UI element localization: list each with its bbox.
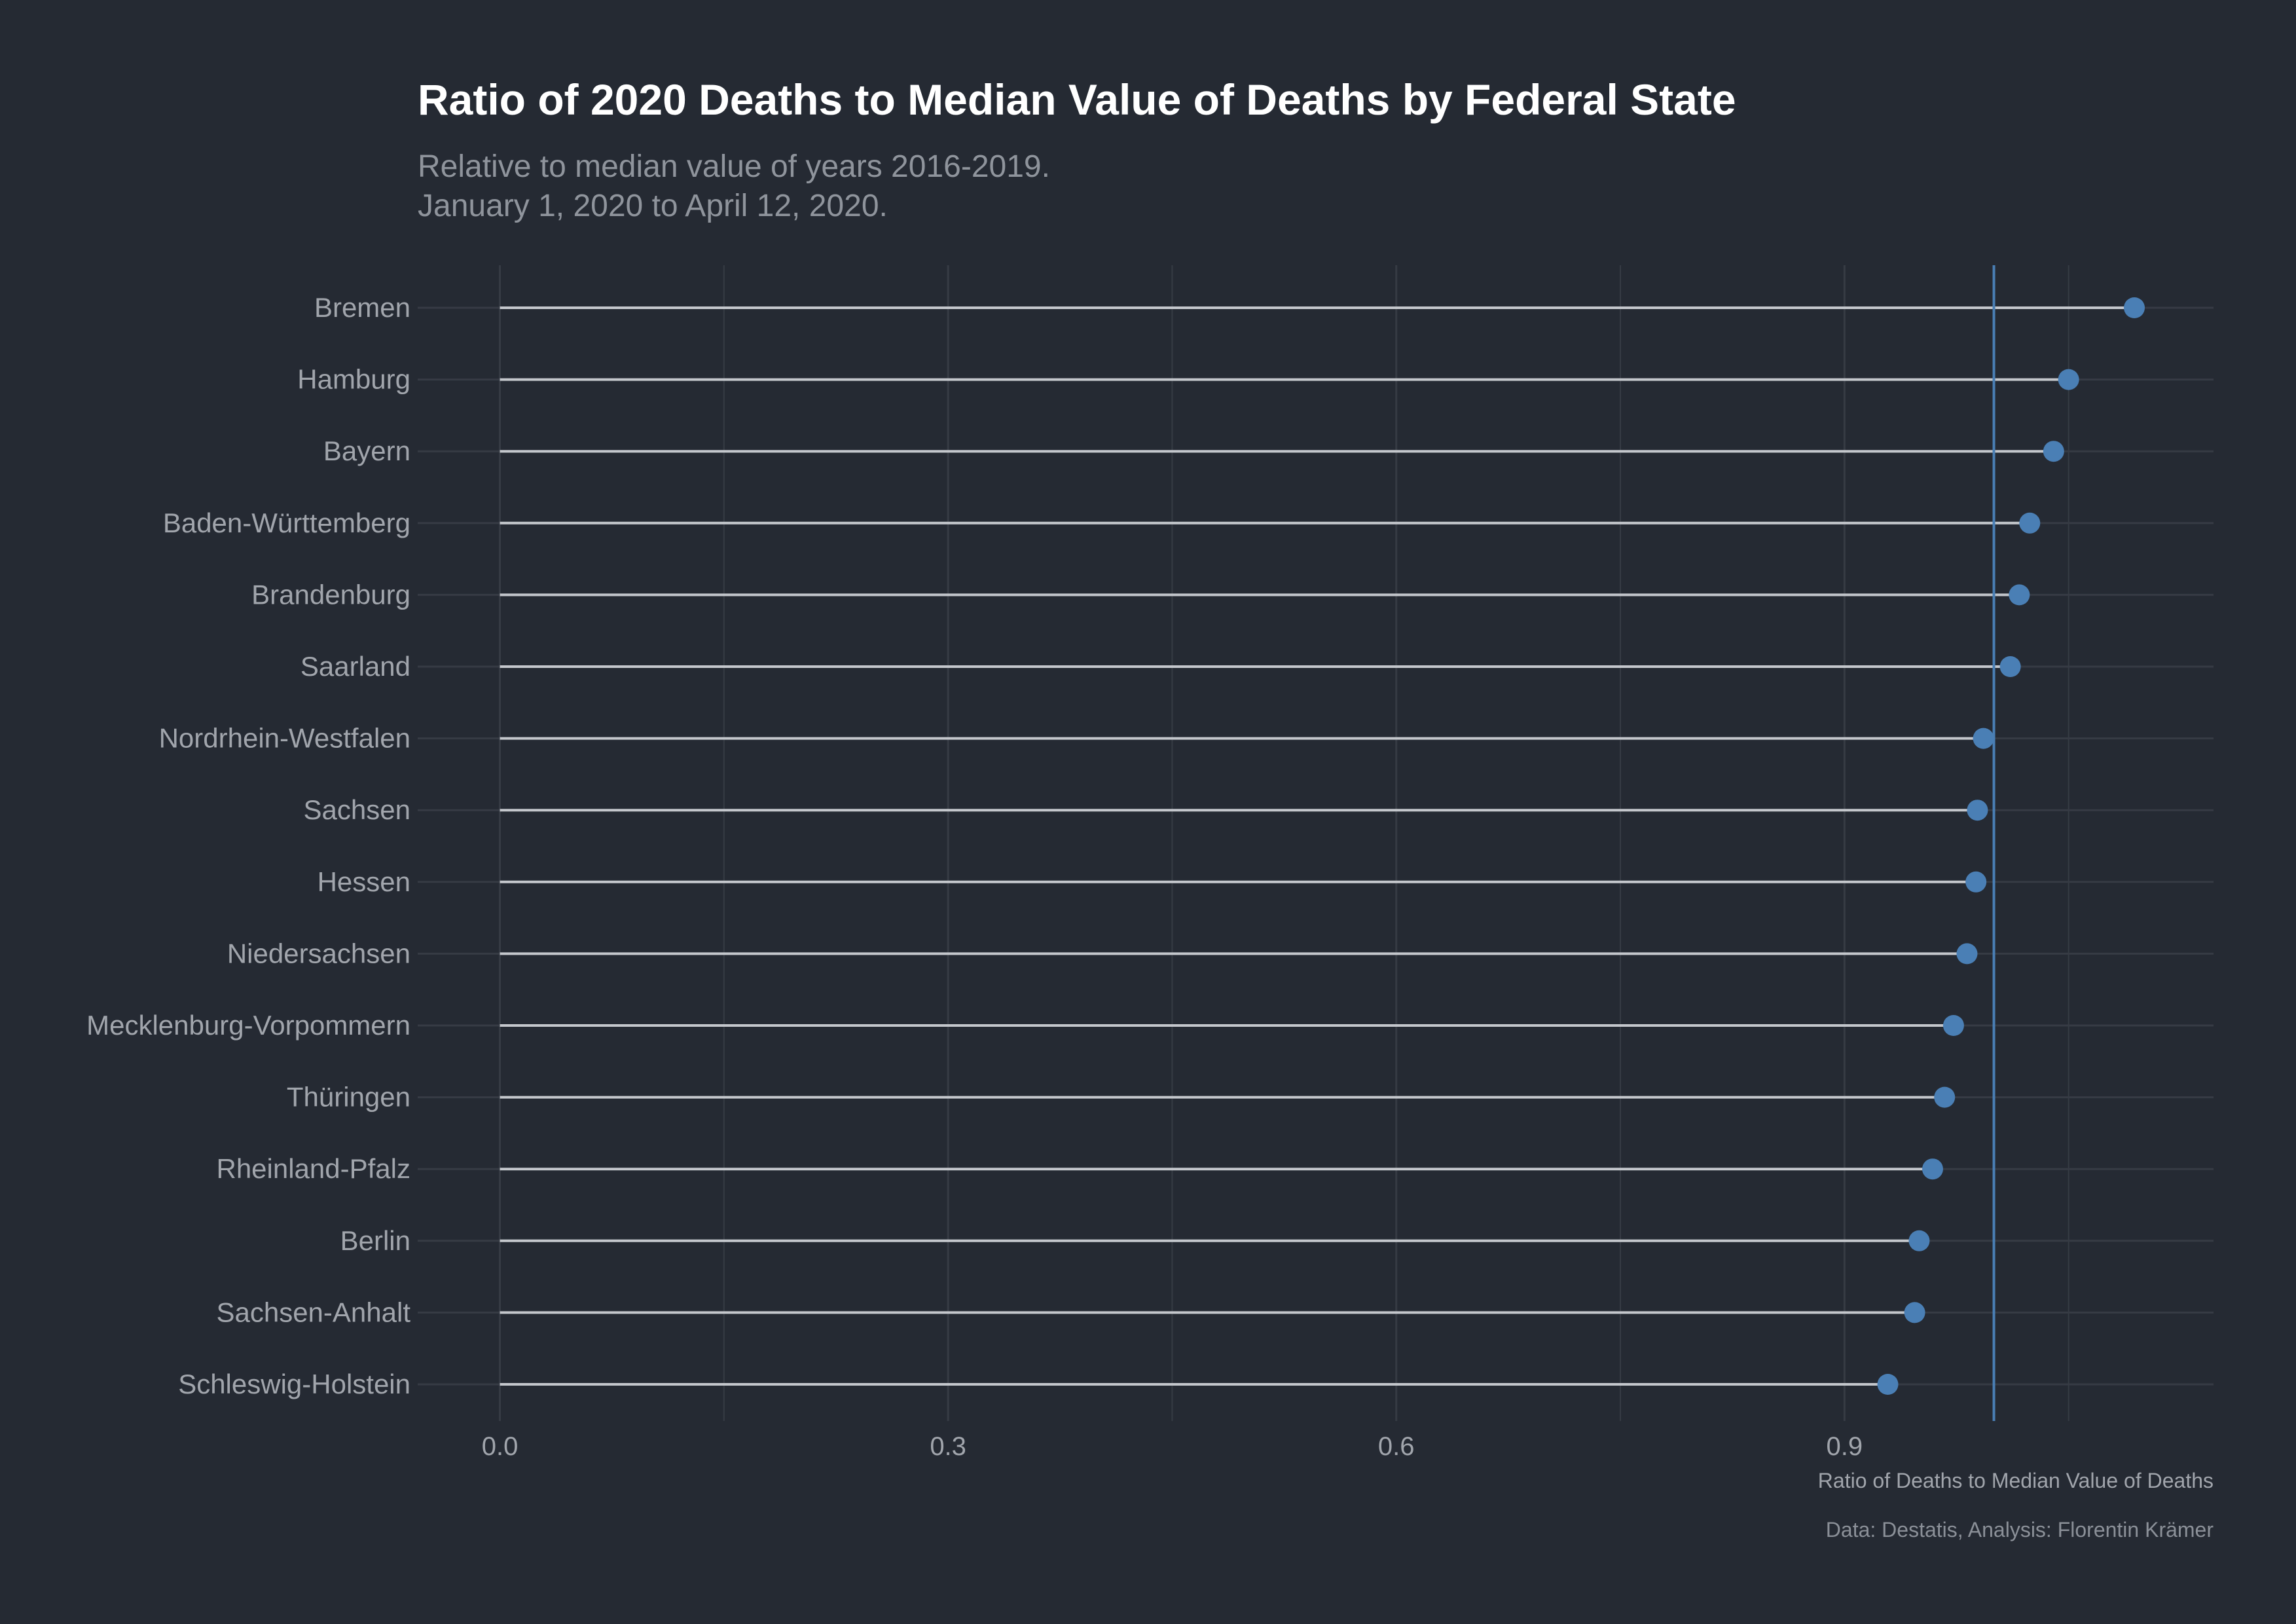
lollipop-point — [1965, 871, 1987, 893]
lollipop-point — [1967, 800, 1988, 821]
lollipop-point — [1999, 656, 2021, 677]
chart-caption: Data: Destatis, Analysis: Florentin Kräm… — [1826, 1518, 2214, 1541]
y-tick-label: Schleswig-Holstein — [178, 1369, 410, 1399]
x-tick-label: 0.6 — [1378, 1432, 1415, 1461]
y-tick-label: Niedersachsen — [227, 938, 410, 969]
y-tick-label: Sachsen-Anhalt — [216, 1297, 410, 1327]
x-axis-label: Ratio of Deaths to Median Value of Death… — [1818, 1469, 2214, 1492]
lollipop-points — [1877, 297, 2145, 1395]
lollipop-point — [1973, 728, 1994, 749]
lollipop-point — [1904, 1302, 1925, 1323]
lollipop-point — [1956, 943, 1978, 965]
lollipop-point — [2019, 512, 2041, 534]
x-tick-label: 0.0 — [482, 1432, 519, 1461]
y-tick-label: Brandenburg — [251, 579, 410, 610]
y-tick-label: Bremen — [314, 292, 410, 323]
x-axis-tick-labels: 0.0 0.3 0.6 0.9 — [482, 1432, 1863, 1461]
chart-subtitle-line-2: January 1, 2020 to April 12, 2020. — [418, 189, 888, 223]
lollipop-stems — [500, 306, 2135, 1386]
lollipop-point — [2009, 584, 2030, 606]
y-tick-label: Hamburg — [297, 364, 410, 395]
y-tick-label: Rheinland-Pfalz — [216, 1153, 410, 1184]
y-tick-label: Mecklenburg-Vorpommern — [86, 1010, 410, 1041]
lollipop-point — [2124, 297, 2145, 318]
y-tick-label: Berlin — [340, 1225, 410, 1256]
y-tick-label: Bayern — [323, 435, 410, 466]
y-axis-tick-labels: Bremen Hamburg Bayern Baden-Württemberg Bran… — [86, 292, 410, 1399]
lollipop-point — [2043, 441, 2064, 462]
lollipop-point — [1934, 1086, 1956, 1108]
y-tick-label: Nordrhein-Westfalen — [159, 723, 410, 754]
x-tick-label: 0.3 — [930, 1432, 966, 1461]
chart-subtitle-line-1: Relative to median value of years 2016-2… — [418, 149, 1050, 184]
chart-title: Ratio of 2020 Deaths to Median Value of … — [418, 75, 1736, 124]
x-tick-label: 0.9 — [1827, 1432, 1863, 1461]
lollipop-point — [1908, 1230, 1930, 1251]
lollipop-point — [1942, 1015, 1964, 1036]
lollipop-point — [1922, 1158, 1943, 1180]
y-tick-label: Saarland — [301, 651, 410, 682]
lollipop-point — [2058, 369, 2079, 390]
y-tick-label: Thüringen — [287, 1082, 410, 1113]
lollipop-point — [1877, 1374, 1899, 1395]
y-tick-label: Sachsen — [304, 794, 410, 825]
y-tick-label: Hessen — [318, 866, 410, 897]
y-tick-label: Baden-Württemberg — [163, 507, 410, 538]
